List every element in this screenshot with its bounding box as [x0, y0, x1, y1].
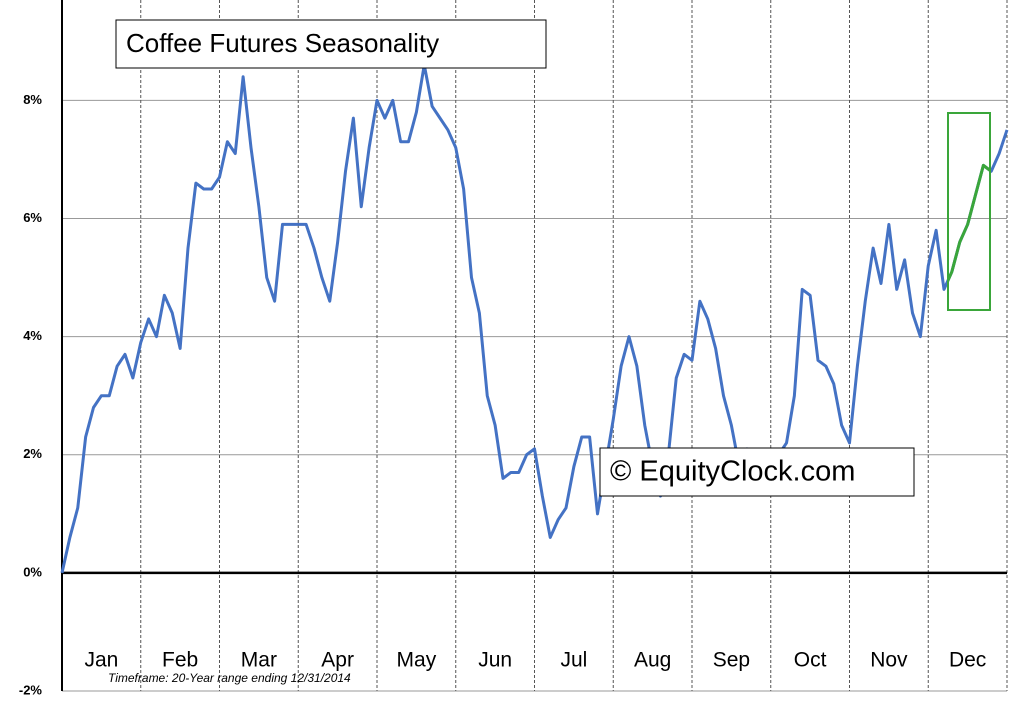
x-tick-label: Jul: [560, 649, 587, 672]
x-tick-label: Dec: [949, 649, 986, 672]
x-tick-label: Oct: [794, 649, 827, 672]
x-tick-label: Mar: [241, 649, 277, 672]
x-tick-label: Jun: [478, 649, 512, 672]
y-tick-label: 4%: [23, 328, 42, 343]
data-line: [60, 63, 1009, 574]
chart-title: Coffee Futures Seasonality: [126, 28, 439, 58]
y-tick-label: 8%: [23, 92, 42, 107]
y-tick-label: -2%: [19, 682, 43, 697]
title-box: [115, 19, 547, 69]
x-tick-label: Sep: [713, 649, 750, 672]
x-tick-label: Jan: [84, 649, 118, 672]
x-tick-label: Feb: [162, 649, 198, 672]
y-tick-label: 6%: [23, 210, 42, 225]
y-tick-label: 2%: [23, 446, 42, 461]
y-tick-label: 0%: [23, 564, 42, 579]
x-tick-label: Nov: [870, 649, 908, 672]
x-tick-label: Apr: [321, 649, 354, 672]
x-tick-label: Aug: [634, 649, 671, 672]
grid: [61, 0, 1008, 692]
plot: [60, 63, 1009, 574]
watermark: © EquityClock.com: [610, 456, 855, 488]
x-tick-label: May: [397, 649, 437, 672]
footnote: Timeframe: 20-Year range ending 12/31/20…: [108, 671, 351, 685]
highlight-box: [947, 112, 991, 311]
watermark-box: [599, 447, 915, 497]
